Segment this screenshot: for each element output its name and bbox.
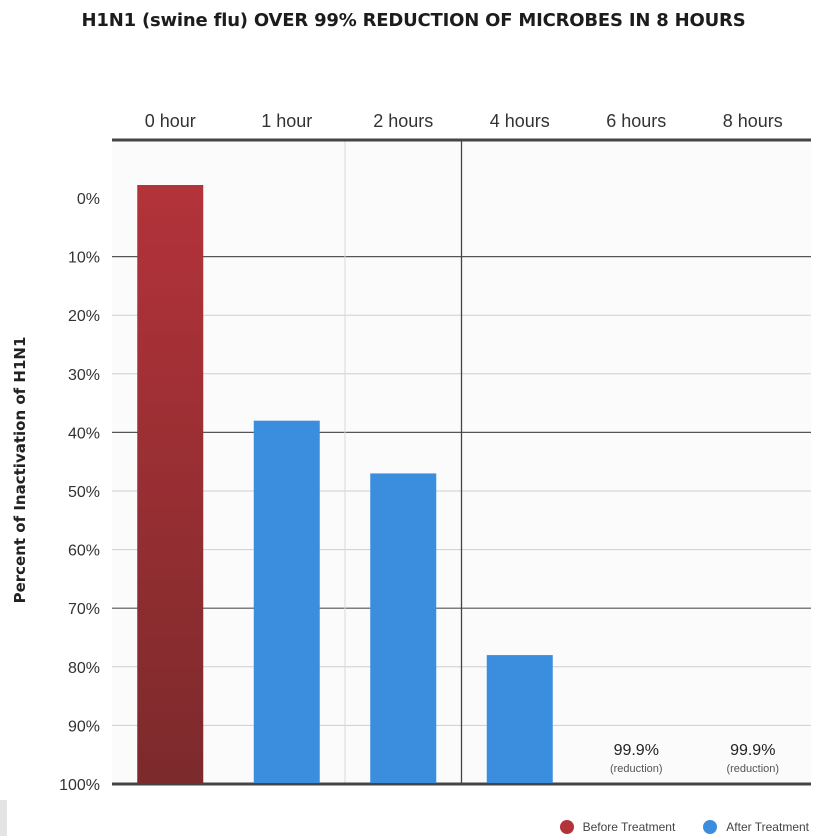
y-tick-label: 50% xyxy=(68,484,100,501)
y-tick-label: 30% xyxy=(68,367,100,384)
corner-decoration xyxy=(0,800,7,836)
legend-label-before: Before Treatment xyxy=(582,820,676,834)
legend-label-after: After Treatment xyxy=(726,820,809,834)
legend-swatch-after xyxy=(703,820,718,834)
chart-title: H1N1 (swine flu) OVER 99% REDUCTION OF M… xyxy=(81,10,746,31)
y-tick-label: 60% xyxy=(68,543,100,560)
x-tick-label: 8 hours xyxy=(723,111,783,131)
data-label: 99.9% xyxy=(730,742,775,759)
x-tick-label: 4 hours xyxy=(490,111,550,131)
legend-swatch-before xyxy=(559,820,574,834)
data-label-note: (reduction) xyxy=(610,763,663,775)
y-tick-label: 0% xyxy=(77,191,100,208)
bar-after-treatment xyxy=(370,473,437,783)
y-tick-label: 20% xyxy=(68,308,100,325)
y-tick-label: 100% xyxy=(59,777,100,794)
bar-before-treatment xyxy=(137,185,204,783)
legend: Before Treatment After Treatment xyxy=(559,820,809,834)
x-tick-label: 1 hour xyxy=(261,111,312,131)
y-tick-label: 80% xyxy=(68,660,100,677)
bar-after-treatment xyxy=(253,420,320,783)
legend-item-before: Before Treatment xyxy=(559,820,676,834)
y-tick-label: 10% xyxy=(68,250,100,267)
y-tick-label: 40% xyxy=(68,425,100,442)
bar-after-treatment xyxy=(486,655,553,783)
x-tick-label: 6 hours xyxy=(606,111,666,131)
legend-item-after: After Treatment xyxy=(703,820,809,834)
data-label: 99.9% xyxy=(614,742,659,759)
y-tick-label: 70% xyxy=(68,601,100,618)
y-tick-label: 90% xyxy=(68,718,100,735)
x-tick-label: 2 hours xyxy=(373,111,433,131)
x-tick-label: 0 hour xyxy=(145,111,196,131)
data-label-note: (reduction) xyxy=(726,763,779,775)
